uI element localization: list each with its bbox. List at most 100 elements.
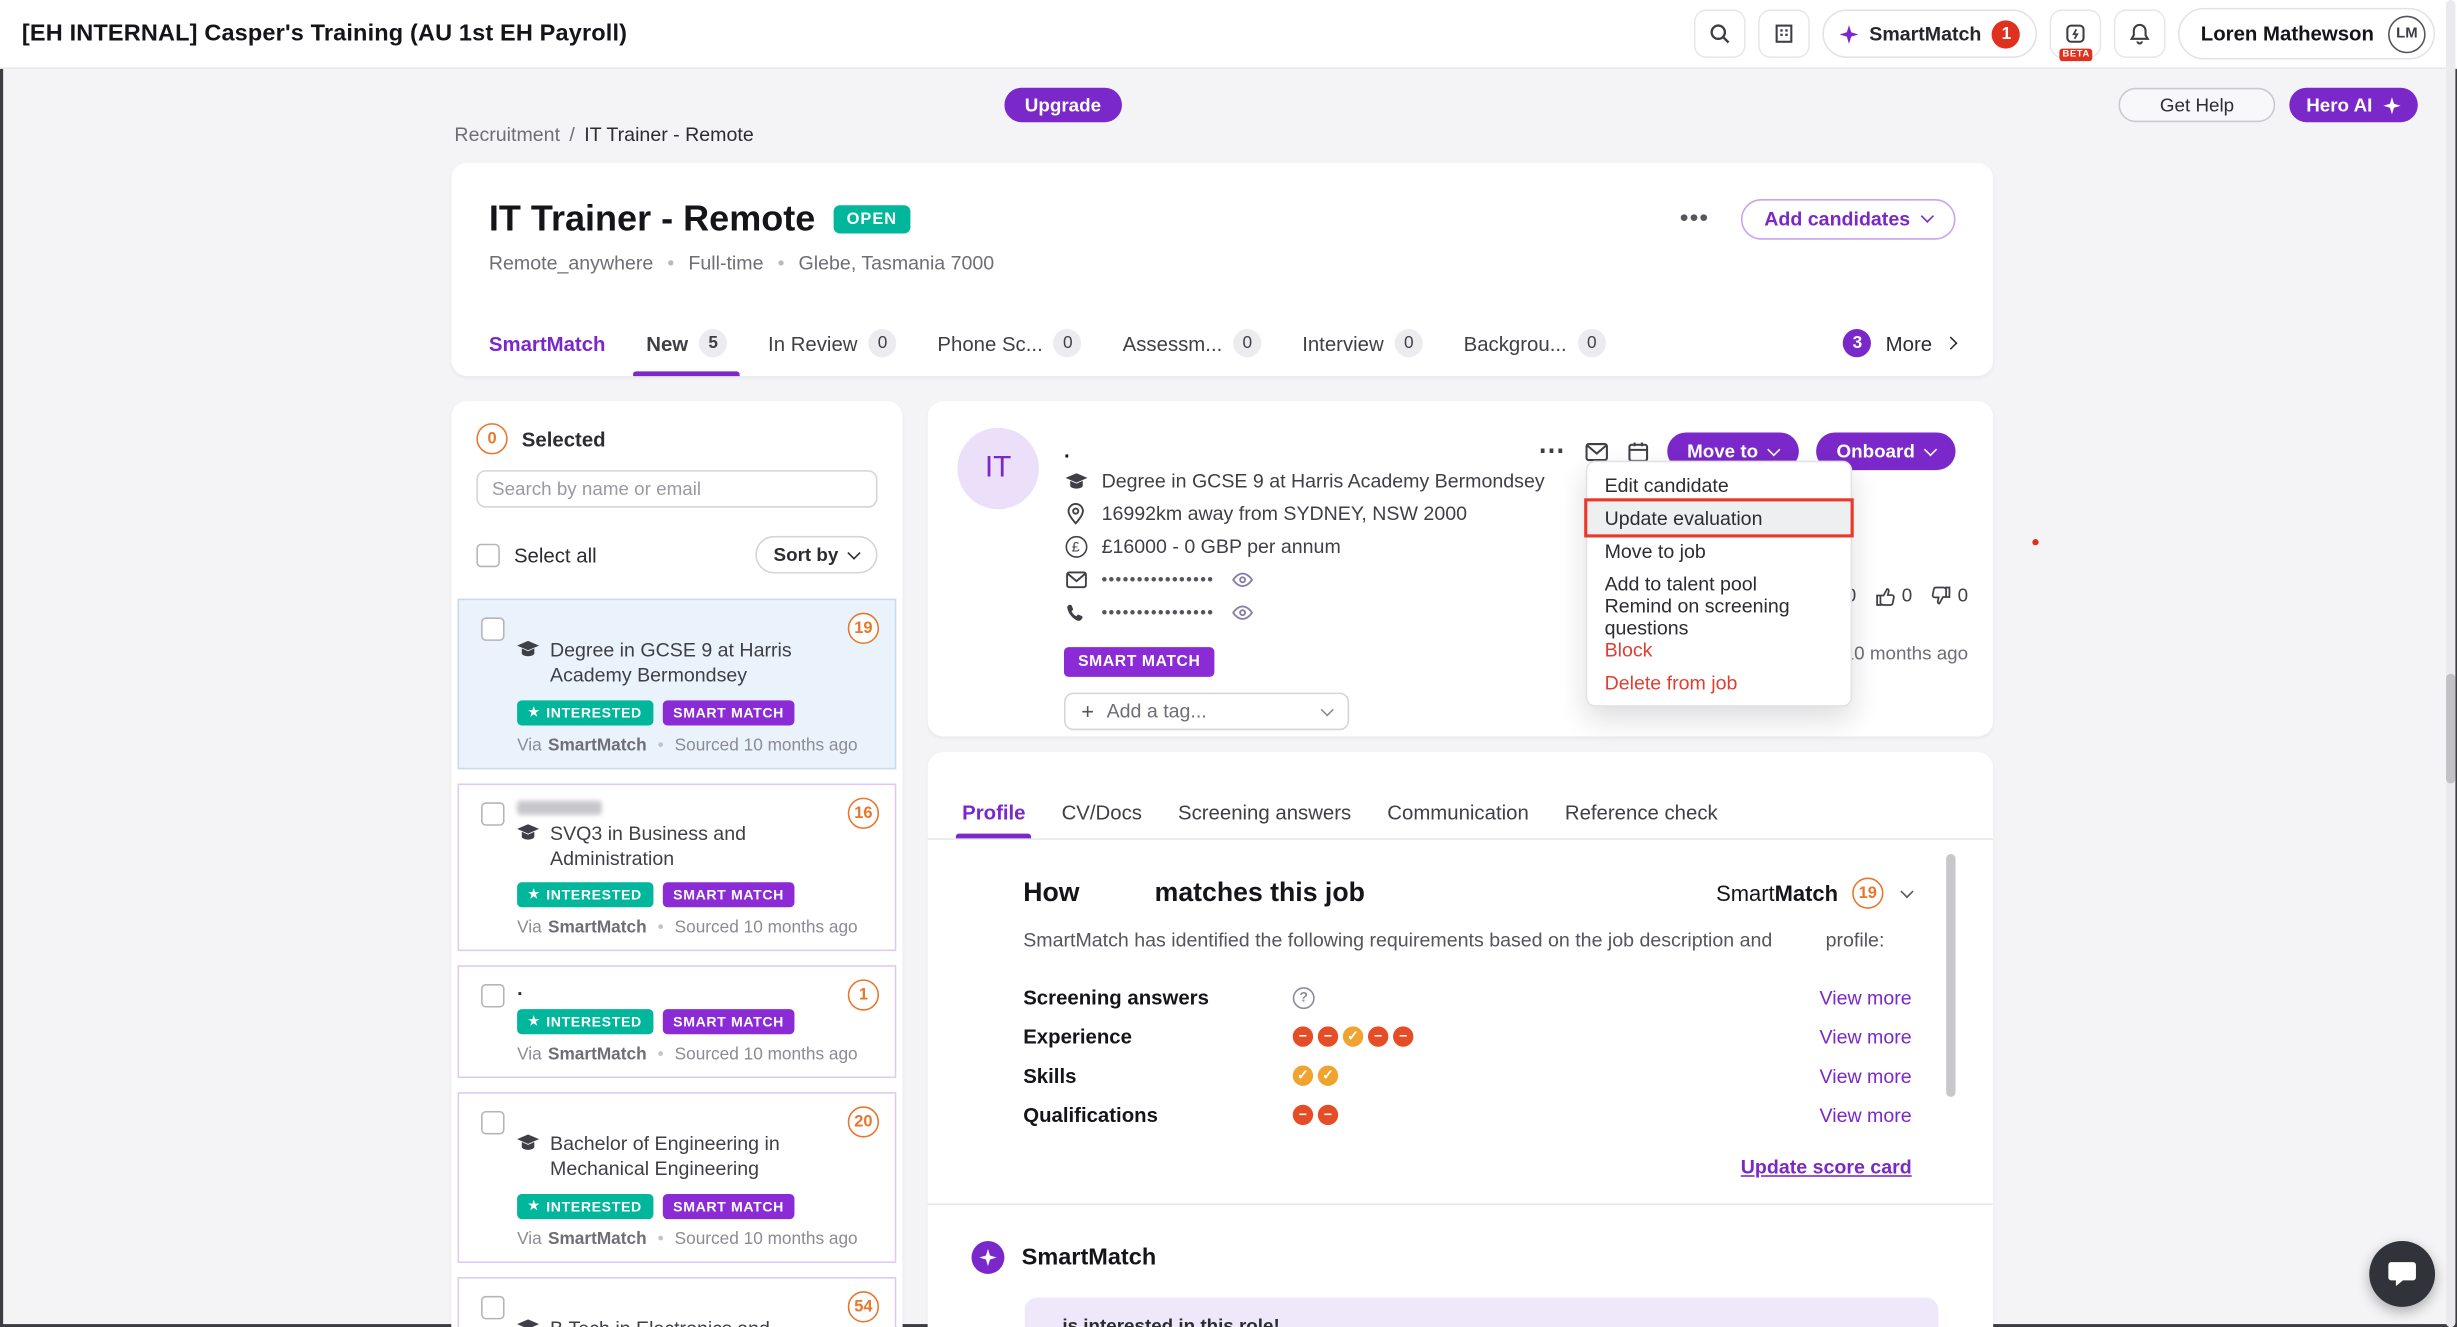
thumbs-down-icon[interactable]	[1931, 585, 1951, 605]
candidate-search-input[interactable]	[492, 477, 862, 500]
minus-icon: −	[1393, 1026, 1414, 1047]
tab-screening-answers[interactable]: Screening answers	[1177, 799, 1352, 824]
eye-icon	[1232, 572, 1254, 588]
tab-smartmatch[interactable]: SmartMatch	[488, 331, 606, 355]
tab-assessment[interactable]: Assessm... 0	[1123, 310, 1262, 376]
menu-add-to-talent-pool[interactable]: Add to talent pool	[1604, 572, 1758, 595]
smartmatch-section: SmartMatch is interested in this role! S…	[928, 1205, 1994, 1327]
view-more-link[interactable]: View more	[1819, 986, 1912, 1009]
menu-move-to-job[interactable]: Move to job	[1604, 539, 1706, 562]
add-tag-label: Add a tag...	[1106, 700, 1207, 723]
candidate-checkbox[interactable]	[481, 801, 505, 826]
tab-communication[interactable]: Communication	[1387, 799, 1529, 824]
tab-profile[interactable]: Profile	[955, 785, 1033, 839]
menu-update-evaluation[interactable]: Update evaluation	[1584, 498, 1854, 538]
mail-icon	[1584, 441, 1609, 461]
organisation-button[interactable]	[1758, 9, 1810, 58]
candidate-more-actions-button[interactable]	[1538, 434, 1566, 468]
page-scrollbar-thumb[interactable]	[2446, 673, 2456, 784]
plus-icon	[1081, 699, 1094, 724]
get-help-button[interactable]: Get Help	[2119, 87, 2275, 123]
search-button[interactable]	[1693, 9, 1746, 58]
smartmatch-score-toggle[interactable]: SmartMatch 19	[1716, 877, 1914, 909]
onboard-button[interactable]: Onboard	[1816, 432, 1956, 471]
smartmatch-nav-button[interactable]: SmartMatch 1	[1822, 9, 2038, 58]
candidate-avatar: IT	[957, 427, 1039, 510]
menu-edit-candidate[interactable]: Edit candidate	[1604, 474, 1729, 496]
upgrade-button[interactable]: Upgrade	[1004, 87, 1122, 123]
thumbs-up-count: 0	[1901, 584, 1913, 607]
calendar-icon	[1626, 440, 1650, 464]
smartmatch-score-badge: 19	[1852, 877, 1884, 909]
candidate-checkbox[interactable]	[481, 617, 505, 641]
add-tag-dropdown[interactable]: Add a tag...	[1063, 692, 1350, 731]
view-more-link[interactable]: View more	[1819, 1025, 1912, 1048]
reveal-phone-button[interactable]	[1232, 605, 1254, 621]
candidate-name	[517, 1106, 835, 1125]
candidate-list-item[interactable]: 19 Degree in GCSE 9 at Harris Academy Be…	[457, 598, 897, 769]
thumbs-up-icon[interactable]	[1875, 585, 1895, 606]
candidate-search	[476, 470, 878, 508]
tab-interview[interactable]: Interview 0	[1302, 310, 1423, 376]
sparkle-icon	[1839, 24, 1859, 44]
tab-in-review-count: 0	[868, 329, 897, 358]
tab-new[interactable]: New 5	[633, 310, 740, 377]
source-line: ViaSmartMatchSourced 10 months ago	[517, 736, 858, 755]
candidate-checkbox[interactable]	[481, 1295, 505, 1319]
menu-delete-from-job[interactable]: Delete from job	[1604, 671, 1738, 694]
update-score-card-link[interactable]: Update score card	[1740, 1156, 1912, 1179]
reveal-email-button[interactable]	[1232, 572, 1254, 588]
job-header-card: IT Trainer - Remote OPEN ••• Add candida…	[451, 162, 1994, 377]
chat-widget-button[interactable]	[2369, 1241, 2436, 1307]
hero-ai-button[interactable]: Hero AI	[2288, 87, 2418, 123]
chat-bubble-icon	[2386, 1260, 2417, 1288]
more-stages-label: More	[1885, 331, 1933, 355]
tab-cv-docs[interactable]: CV/Docs	[1061, 799, 1142, 824]
beta-icon	[2064, 22, 2088, 46]
page-scrollbar-track[interactable]	[2446, 0, 2456, 1327]
job-location: Glebe, Tasmania 7000	[763, 252, 995, 274]
tab-background-check[interactable]: Backgrou... 0	[1464, 310, 1606, 376]
smart-match-badge: SMART MATCH	[1063, 647, 1215, 677]
inner-scrollbar-thumb[interactable]	[1946, 853, 1956, 1097]
candidate-list: 19 Degree in GCSE 9 at Harris Academy Be…	[457, 598, 897, 1327]
candidate-list-item[interactable]: 1 . ★ INTERESTED SMART MATCH Via SmartMatc…	[457, 965, 897, 1079]
chevron-right-icon	[1944, 336, 1958, 350]
job-meta: Remote_anywhere Full-time Glebe, Tasmani…	[451, 240, 1993, 274]
candidate-education: Degree in GCSE 9 at Harris Academy Bermo…	[550, 639, 792, 687]
candidate-checkbox[interactable]	[481, 1110, 505, 1135]
tab-more[interactable]: 3 More	[1843, 329, 1958, 358]
candidate-education: B.Tech in Electronics and Communication	[550, 1315, 835, 1327]
source-line: ViaSmartMatchSourced 10 months ago	[517, 918, 858, 937]
schedule-interview-button[interactable]	[1626, 434, 1650, 468]
tab-reference-check[interactable]: Reference check	[1564, 799, 1718, 824]
select-all-label: Select all	[513, 542, 597, 567]
notifications-button[interactable]	[2114, 9, 2167, 58]
tab-phone-screen[interactable]: Phone Sc... 0	[937, 310, 1082, 376]
candidate-checkbox[interactable]	[481, 984, 505, 1008]
topbar-actions: SmartMatch 1 BETA Loren Mathewson LM	[1693, 7, 2436, 62]
select-all-checkbox[interactable]	[476, 542, 500, 567]
chevron-down-icon	[1320, 702, 1334, 716]
menu-block[interactable]: Block	[1604, 638, 1653, 661]
candidate-salary: £16000 - 0 GBP per annum	[1101, 535, 1341, 558]
menu-remind-screening-questions[interactable]: Remind on screening questions	[1604, 594, 1790, 639]
candidate-list-item[interactable]: 54 B.Tech in Electronics and Communicati…	[457, 1276, 897, 1327]
candidate-list-item[interactable]: 16 SVQ3 in Business and Administration ★…	[457, 782, 897, 952]
add-candidates-button[interactable]: Add candidates	[1740, 198, 1956, 239]
tab-in-review[interactable]: In Review 0	[768, 310, 897, 376]
user-menu[interactable]: Loren Mathewson LM	[2178, 7, 2436, 60]
breadcrumb-recruitment[interactable]: Recruitment	[454, 123, 561, 146]
breadcrumb: Recruitment / IT Trainer - Remote	[454, 124, 753, 146]
view-more-link[interactable]: View more	[1819, 1064, 1912, 1087]
candidate-education: Bachelor of Engineering in Mechanical En…	[550, 1132, 780, 1181]
interested-badge: ★ INTERESTED	[517, 1009, 653, 1035]
send-email-button[interactable]	[1584, 434, 1609, 468]
selection-summary: 0 Selected	[476, 423, 877, 455]
candidate-list-item[interactable]: 20 Bachelor of Engineering in Mechanical…	[457, 1092, 897, 1263]
beta-feature-button[interactable]: BETA	[2050, 9, 2103, 62]
stage-tabs: SmartMatch New 5 In Review 0 Phone Sc... 0 …	[451, 310, 1993, 377]
view-more-link[interactable]: View more	[1819, 1103, 1912, 1126]
sort-by-button[interactable]: Sort by	[754, 535, 878, 574]
job-more-actions-button[interactable]: •••	[1680, 205, 1710, 232]
